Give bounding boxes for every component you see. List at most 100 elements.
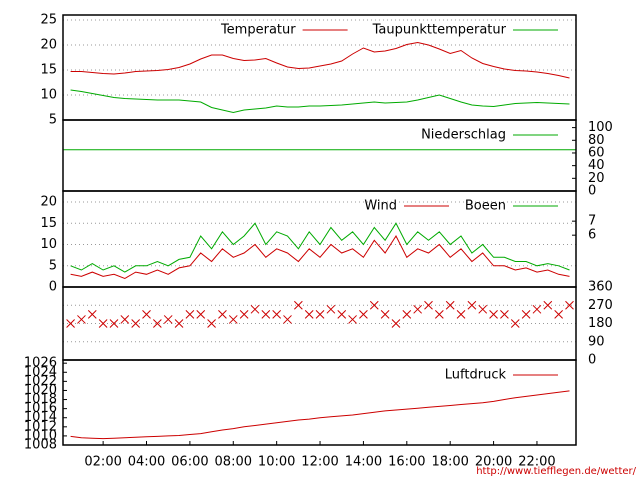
y-tick-label: 60 (588, 145, 605, 160)
direction-point (196, 310, 206, 319)
x-tick-label: 08:00 (215, 455, 252, 470)
y2-tick-label: 7 (588, 214, 596, 229)
x-tick-label: 02:00 (84, 455, 121, 470)
y-tick-label: 40 (588, 158, 605, 173)
direction-point (185, 310, 195, 319)
legend-label: Boeen (465, 199, 506, 214)
direction-point (218, 310, 227, 319)
direction-point (250, 304, 260, 314)
legend-label: Wind (364, 199, 397, 214)
legend-label: Luftdruck (445, 368, 507, 383)
y-tick-label: 360 (588, 280, 613, 295)
x-tick-label: 18:00 (431, 455, 468, 470)
direction-point (77, 315, 86, 324)
direction-point (380, 310, 390, 319)
direction-point (359, 310, 368, 319)
direction-point (532, 304, 542, 314)
y-tick-label: 1016 (24, 401, 57, 416)
y-tick-label: 10 (40, 88, 57, 103)
y-tick-label: 1020 (24, 383, 57, 398)
direction-point (445, 300, 455, 310)
y-tick-label: 1022 (24, 374, 57, 389)
y-tick-label: 20 (40, 195, 57, 210)
direction-point (565, 300, 574, 310)
y-tick-label: 25 (40, 13, 57, 28)
y-tick-label: 1010 (24, 428, 57, 443)
x-tick-label: 14:00 (345, 455, 382, 470)
y-tick-label: 1014 (24, 410, 57, 425)
direction-point (293, 300, 303, 310)
direction-point (153, 319, 162, 328)
direction-point (543, 300, 553, 310)
direction-point (315, 310, 325, 319)
panel-frame (62, 359, 577, 446)
direction-point (87, 310, 97, 319)
direction-point (337, 310, 347, 319)
y-tick-label: 1012 (24, 419, 57, 434)
x-tick-label: 12:00 (301, 455, 338, 470)
x-tick-label: 06:00 (171, 455, 208, 470)
direction-point (239, 310, 249, 319)
legend-label: Temperatur (220, 23, 296, 38)
y-tick-label: 180 (588, 316, 613, 331)
direction-point (109, 319, 119, 328)
direction-point (283, 315, 292, 324)
series-line (70, 234, 570, 280)
direction-point (66, 319, 75, 328)
y-tick-label: 80 (588, 133, 605, 148)
y-tick-label: 20 (40, 38, 57, 53)
direction-point (326, 304, 336, 314)
y-tick-label: 0 (49, 280, 57, 295)
y-tick-label: 15 (40, 63, 57, 78)
y-tick-label: 1018 (24, 392, 57, 407)
direction-point (174, 319, 184, 328)
y-tick-label: 5 (49, 113, 57, 128)
direction-point (142, 310, 151, 319)
footer-url: http://www.tiefflegen.de/wetter/ (476, 466, 636, 477)
direction-point (413, 304, 423, 314)
direction-point (478, 304, 488, 314)
legend-label: Taupunkttemperatur (372, 23, 507, 38)
direction-point (402, 310, 412, 319)
direction-point (467, 300, 477, 310)
direction-point (304, 310, 314, 319)
y-tick-label: 1024 (24, 365, 57, 380)
direction-point (120, 315, 130, 324)
direction-point (272, 310, 282, 319)
y-tick-label: 90 (588, 334, 605, 349)
legend-label: Niederschlag (421, 128, 506, 143)
direction-point (456, 310, 466, 319)
direction-point (163, 315, 173, 324)
y-tick-label: 1008 (24, 438, 57, 453)
series-line (70, 390, 570, 440)
direction-point (510, 319, 520, 328)
direction-point (98, 319, 108, 328)
direction-point (434, 310, 444, 319)
series-line (70, 41, 570, 79)
y2-tick-label: 6 (588, 228, 596, 243)
direction-point (261, 310, 271, 319)
direction-point (424, 300, 433, 310)
direction-point (489, 310, 498, 319)
direction-point (391, 319, 401, 328)
series-line (70, 222, 570, 273)
direction-point (348, 315, 357, 324)
y-tick-label: 5 (49, 258, 57, 273)
direction-point (369, 300, 379, 310)
y-tick-label: 10 (40, 237, 57, 252)
x-tick-label: 10:00 (258, 455, 295, 470)
y-tick-label: 20 (588, 171, 605, 186)
direction-point (554, 310, 564, 319)
direction-point (131, 319, 141, 328)
y-tick-label: 0 (588, 184, 596, 199)
y-tick-label: 270 (588, 298, 613, 313)
y-tick-label: 15 (40, 216, 57, 231)
direction-point (521, 310, 531, 319)
x-tick-label: 20:00 (475, 455, 512, 470)
y-tick-label: 0 (588, 353, 596, 368)
direction-point (500, 310, 509, 319)
y-tick-label: 100 (588, 120, 613, 135)
series-line (70, 89, 570, 114)
